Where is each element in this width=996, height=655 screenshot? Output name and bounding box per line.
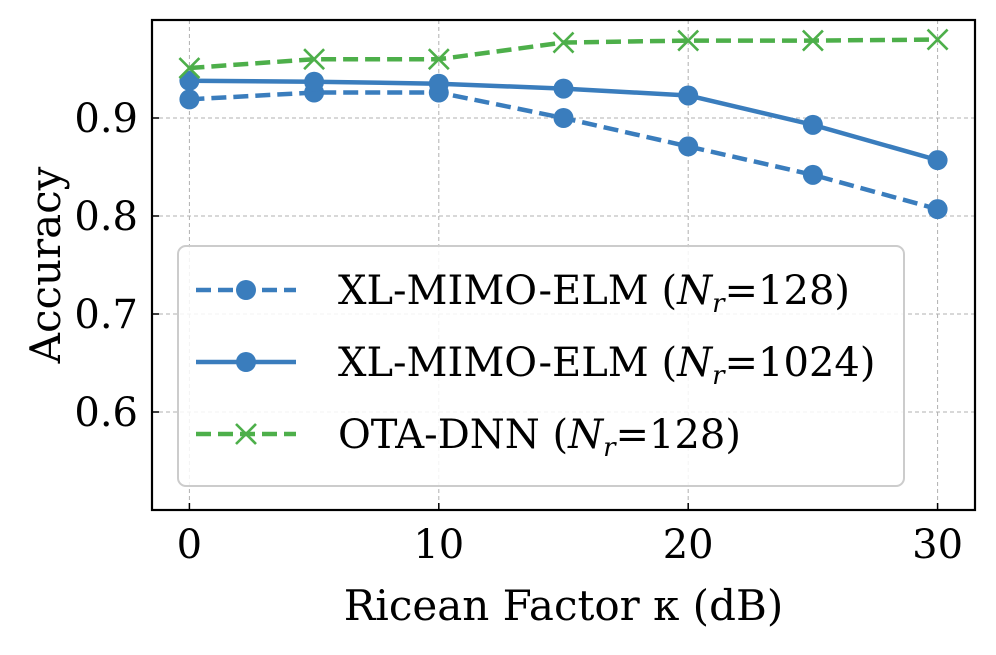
legend-value: =128) (725, 268, 850, 314)
data-point (179, 89, 200, 110)
legend-sub: r (603, 433, 617, 463)
data-point (802, 164, 823, 185)
data-point (677, 29, 700, 52)
data-point (802, 114, 823, 135)
legend-param: N (676, 268, 714, 314)
data-point (927, 150, 948, 171)
y-tick-label: 0.6 (74, 390, 138, 436)
legend-param: N (567, 412, 605, 458)
series-group (178, 28, 949, 220)
marker-stroke (677, 29, 700, 52)
data-point (678, 136, 699, 157)
x-tick-label: 20 (663, 522, 714, 568)
marker-stroke (926, 28, 949, 51)
marker-stroke (303, 48, 326, 71)
series-1 (179, 82, 948, 220)
legend-name: OTA-DNN ( (338, 412, 568, 458)
data-point (926, 28, 949, 51)
marker-stroke (178, 57, 201, 79)
data-point (801, 29, 824, 52)
legend-marker (236, 280, 256, 300)
x-tick-label: 0 (177, 522, 202, 568)
data-point (303, 48, 326, 71)
data-point (678, 85, 699, 106)
data-point (927, 199, 948, 220)
legend-item: XL-MIMO-ELM (Nr=128) (196, 268, 850, 319)
x-tick-label: 10 (413, 522, 464, 568)
marker-stroke (235, 423, 257, 445)
marker-stroke (552, 31, 575, 54)
legend: XL-MIMO-ELM (Nr=128)XL-MIMO-ELM (Nr=1024… (177, 245, 905, 487)
legend-param: N (676, 340, 714, 386)
legend-box (177, 245, 905, 487)
legend-label: OTA-DNN (Nr=128) (338, 412, 741, 463)
marker-stroke (801, 29, 824, 52)
series-3 (178, 28, 949, 79)
marker-stroke (427, 48, 450, 71)
legend-item: XL-MIMO-ELM (Nr=1024) (196, 340, 875, 391)
data-point (428, 73, 449, 94)
data-point (427, 48, 450, 71)
legend-name: XL-MIMO-ELM ( (338, 340, 677, 386)
ticks: 0 10 20 30 0.6 0.7 0.8 0.9 (74, 96, 963, 568)
y-tick-label: 0.8 (74, 194, 138, 240)
data-point (553, 108, 574, 128)
x-axis-title: Ricean Factor κ (dB) (344, 581, 783, 630)
plot-frame (150, 18, 977, 512)
data-point (179, 70, 200, 91)
legend-sub: r (712, 289, 726, 319)
y-tick-label: 0.9 (74, 96, 138, 142)
series-2 (179, 70, 948, 171)
legend-value: =128) (616, 412, 741, 458)
data-point (304, 71, 325, 92)
legend-item: OTA-DNN (Nr=128) (196, 412, 741, 463)
legend-label: XL-MIMO-ELM (Nr=128) (338, 268, 850, 319)
y-tick-label: 0.7 (74, 292, 138, 338)
y-axis-title: Accuracy (21, 166, 70, 364)
legend-marker (236, 352, 256, 372)
legend-value: =1024) (725, 340, 876, 386)
legend-label: XL-MIMO-ELM (Nr=1024) (338, 340, 875, 391)
data-point (552, 31, 575, 54)
legend-sub: r (712, 361, 726, 391)
data-point (553, 78, 574, 99)
legend-name: XL-MIMO-ELM ( (338, 268, 677, 314)
legend-marker (235, 423, 257, 445)
x-tick-label: 30 (912, 522, 963, 568)
data-point (178, 57, 201, 79)
